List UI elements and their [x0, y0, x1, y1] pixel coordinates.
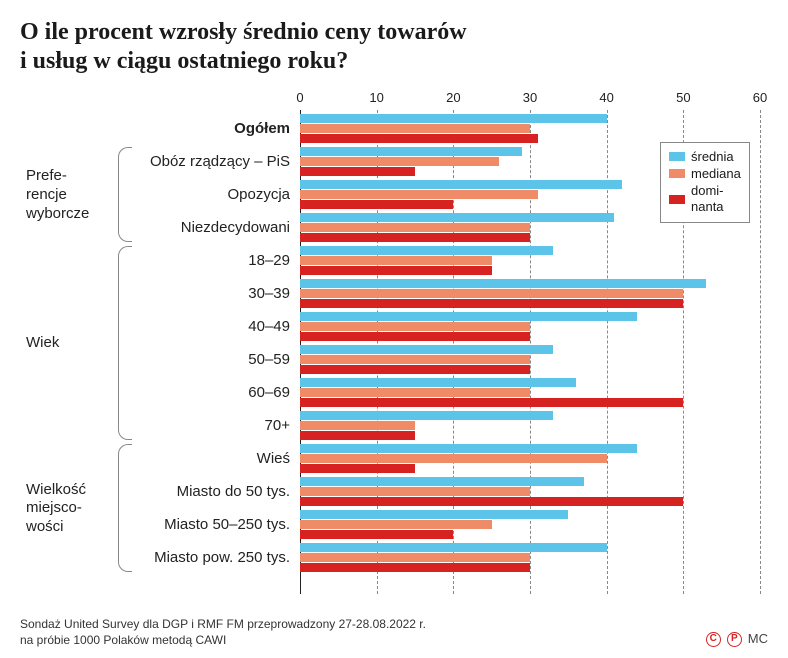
- x-tick-label: 60: [753, 90, 767, 105]
- legend-label: średnia: [691, 149, 734, 165]
- row-label: 30–39: [20, 277, 296, 310]
- group-bracket: [118, 147, 132, 242]
- bar-dominanta: [300, 266, 492, 275]
- row-bars: [300, 443, 760, 473]
- chart-area: 0102030405060 OgółemObóz rządzący – PiSO…: [20, 90, 768, 600]
- bar-mediana: [300, 157, 499, 166]
- title-line-2: i usług w ciągu ostatniego roku?: [20, 48, 348, 74]
- bar-mediana: [300, 553, 530, 562]
- credits: C P MC: [706, 630, 768, 648]
- legend-swatch: [669, 152, 685, 161]
- bar-dominanta: [300, 332, 530, 341]
- row-label: 60–69: [20, 376, 296, 409]
- bar-srednia: [300, 543, 607, 552]
- bar-mediana: [300, 256, 492, 265]
- legend-item: średnia: [669, 149, 741, 165]
- bar-srednia: [300, 180, 622, 189]
- bar-srednia: [300, 477, 584, 486]
- row-bars: [300, 311, 760, 341]
- row-bars: [300, 509, 760, 539]
- legend-label: domi-nanta: [691, 183, 724, 216]
- copyright-c-icon: C: [706, 632, 721, 647]
- bar-srednia: [300, 279, 706, 288]
- bar-srednia: [300, 444, 637, 453]
- row-label: Wieś: [20, 442, 296, 475]
- row-bars: [300, 278, 760, 308]
- bar-mediana: [300, 190, 538, 199]
- bar-mediana: [300, 520, 492, 529]
- bar-mediana: [300, 223, 530, 232]
- row-bars: [300, 476, 760, 506]
- legend-item: domi-nanta: [669, 183, 741, 216]
- bar-dominanta: [300, 134, 538, 143]
- footer: Sondaż United Survey dla DGP i RMF FM pr…: [20, 616, 768, 648]
- x-axis: 0102030405060: [300, 90, 760, 108]
- bar-dominanta: [300, 233, 530, 242]
- bar-mediana: [300, 454, 607, 463]
- x-tick-label: 50: [676, 90, 690, 105]
- legend-label: mediana: [691, 166, 741, 182]
- bar-dominanta: [300, 365, 530, 374]
- row-bars: [300, 245, 760, 275]
- group-label: Wielkośćmiejsco-wości: [26, 481, 112, 537]
- x-tick-label: 30: [523, 90, 537, 105]
- bar-mediana: [300, 124, 530, 133]
- bar-mediana: [300, 421, 415, 430]
- row-bars: [300, 410, 760, 440]
- x-tick-label: 20: [446, 90, 460, 105]
- chart-title: O ile procent wzrosły średnio ceny towar…: [20, 18, 768, 76]
- row-bars: [300, 344, 760, 374]
- legend-swatch: [669, 169, 685, 178]
- x-tick-label: 40: [599, 90, 613, 105]
- bar-dominanta: [300, 530, 453, 539]
- group-label: Prefe-rencjewyborcze: [26, 167, 112, 223]
- row-label: 18–29: [20, 244, 296, 277]
- bar-dominanta: [300, 398, 683, 407]
- group-bracket: [118, 246, 132, 440]
- data-row: Ogółem: [20, 112, 760, 145]
- legend-item: mediana: [669, 166, 741, 182]
- bar-srednia: [300, 378, 576, 387]
- bar-mediana: [300, 388, 530, 397]
- group-label: Wiek: [26, 334, 112, 353]
- bar-mediana: [300, 289, 683, 298]
- row-bars: [300, 542, 760, 572]
- bar-mediana: [300, 322, 530, 331]
- bar-dominanta: [300, 167, 415, 176]
- bar-srednia: [300, 213, 614, 222]
- bar-dominanta: [300, 200, 453, 209]
- bar-dominanta: [300, 563, 530, 572]
- gridline: [760, 110, 761, 594]
- row-bars: [300, 377, 760, 407]
- row-label: Miasto pow. 250 tys.: [20, 541, 296, 574]
- group-bracket: [118, 444, 132, 572]
- bar-srednia: [300, 246, 553, 255]
- bar-dominanta: [300, 497, 683, 506]
- bar-srednia: [300, 147, 522, 156]
- bar-dominanta: [300, 464, 415, 473]
- bar-mediana: [300, 355, 530, 364]
- legend: średniamedianadomi-nanta: [660, 142, 750, 223]
- bar-dominanta: [300, 431, 415, 440]
- row-bars: [300, 113, 760, 143]
- footer-line-1: Sondaż United Survey dla DGP i RMF FM pr…: [20, 617, 426, 631]
- row-label: Ogółem: [20, 112, 296, 145]
- row-label: 70+: [20, 409, 296, 442]
- legend-swatch: [669, 195, 685, 204]
- bar-srednia: [300, 345, 553, 354]
- bar-dominanta: [300, 299, 683, 308]
- author-initials: MC: [748, 630, 768, 648]
- bar-srednia: [300, 510, 568, 519]
- copyright-p-icon: P: [727, 632, 742, 647]
- bar-srednia: [300, 114, 607, 123]
- title-line-1: O ile procent wzrosły średnio ceny towar…: [20, 19, 467, 45]
- x-tick-label: 10: [369, 90, 383, 105]
- bar-mediana: [300, 487, 530, 496]
- bar-srednia: [300, 312, 637, 321]
- footer-line-2: na próbie 1000 Polaków metodą CAWI: [20, 633, 226, 647]
- x-tick-label: 0: [296, 90, 303, 105]
- bar-srednia: [300, 411, 553, 420]
